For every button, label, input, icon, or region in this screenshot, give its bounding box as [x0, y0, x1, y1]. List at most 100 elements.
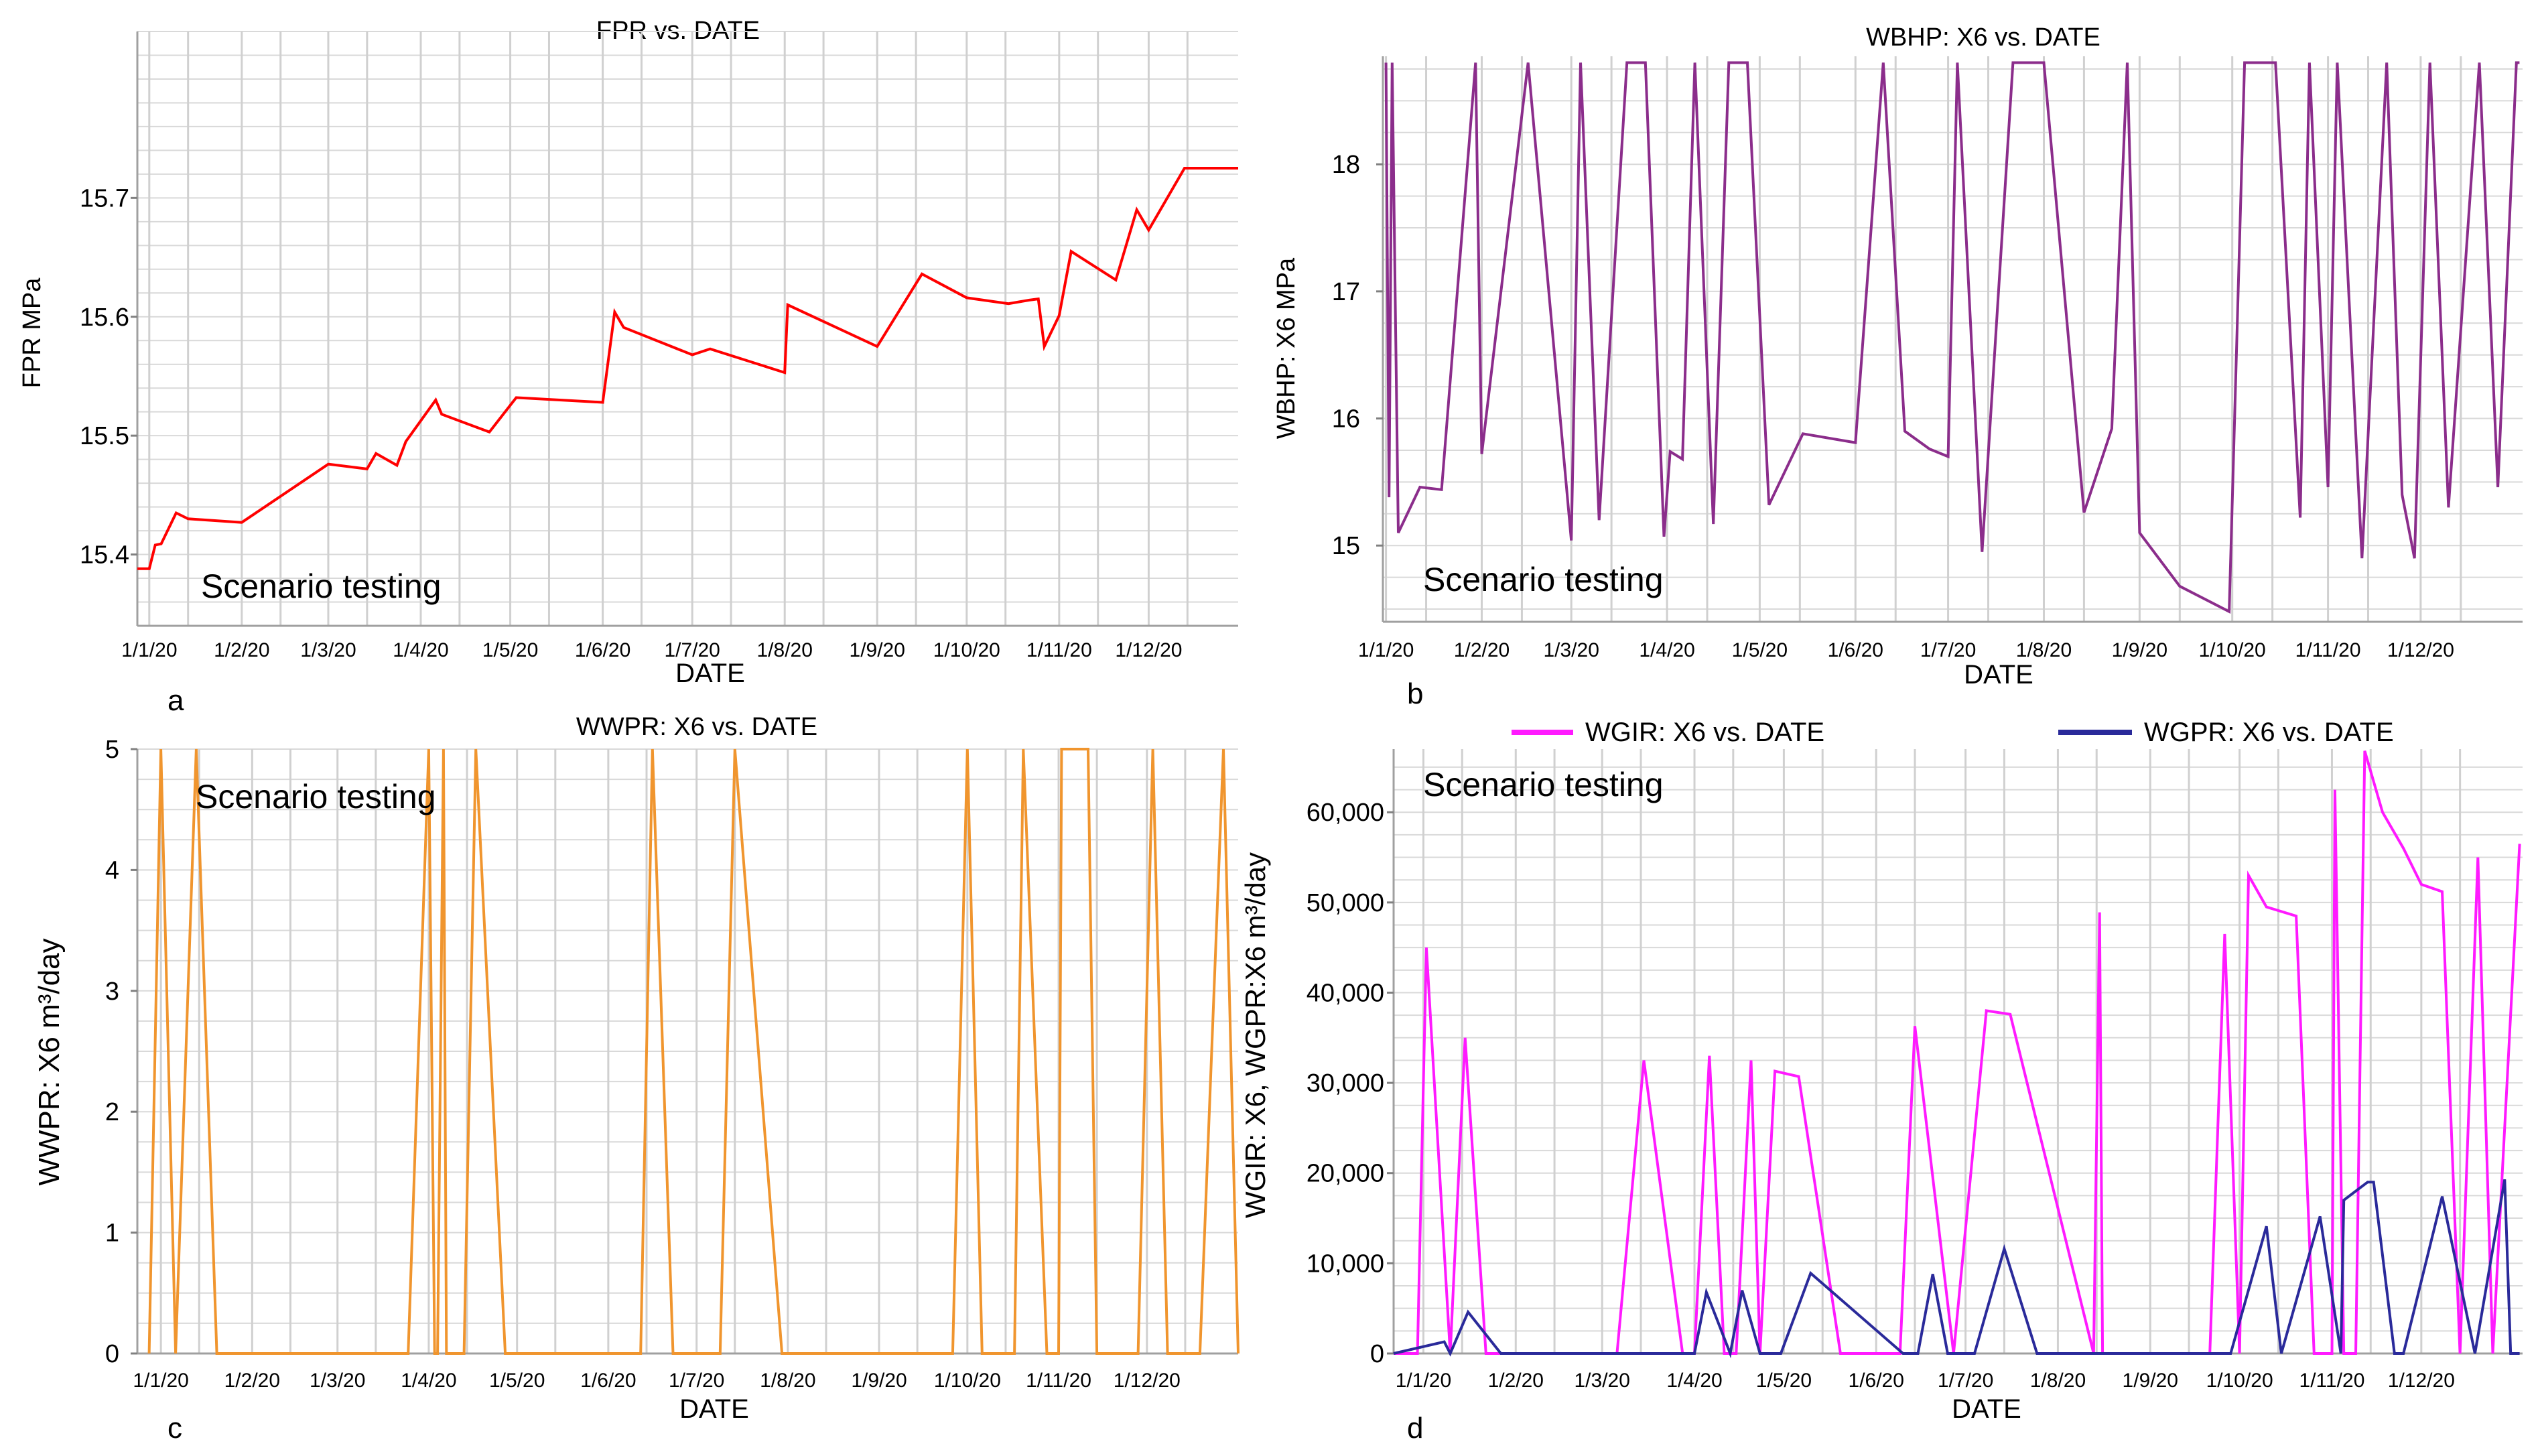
panel-a-y-tick-label: 15.6 [80, 304, 129, 332]
panel-b-annotation: Scenario testing [1423, 561, 1664, 598]
panel-c-y-tick-label: 2 [105, 1098, 119, 1126]
panel-a-plot: 15.4 15.5 15.6 15.7 1/1/20 1/2/20 1/3/20 1/4/20… [80, 31, 1238, 661]
panel-b-y-tick-label: 18 [1332, 151, 1360, 179]
panel-a-x-tick-label: 1/12/20 [1115, 639, 1182, 661]
panel-d-x-tick-label: 1/5/20 [1756, 1370, 1812, 1392]
panel-c-label: c [168, 1412, 182, 1445]
panel-a-y-tick-label: 15.5 [80, 422, 129, 450]
panel-d-y-tick-label: 0 [1370, 1340, 1384, 1368]
panel-a-x-tick-label: 1/10/20 [933, 639, 1000, 661]
panel-a-x-tick-label: 1/6/20 [575, 639, 630, 661]
panel-b-plot: 15 16 17 18 1/1/20 1/2/20 1/3/20 1/4/20 1/5/20 1/… [1332, 56, 2523, 661]
panel-a-x-tick-label: 1/7/20 [664, 639, 720, 661]
panel-c-x-tick-label: 1/2/20 [224, 1370, 280, 1392]
panel-c-x-tick-label: 1/11/20 [1026, 1370, 1091, 1392]
panel-c-x-tick-label: 1/1/20 [133, 1370, 188, 1392]
panel-b-x-tick-label: 1/8/20 [2016, 639, 2072, 661]
panel-c-annotation: Scenario testing [196, 778, 436, 815]
panel-b-x-tick-label: 1/2/20 [1454, 639, 1510, 661]
panel-c-x-tick-label: 1/9/20 [851, 1370, 907, 1392]
panel-a-label: a [168, 684, 184, 717]
panel-a-x-tick-label: 1/2/20 [214, 639, 269, 661]
panel-d-x-tick-label: 1/10/20 [2206, 1370, 2273, 1392]
panel-b-x-tick-label: 1/3/20 [1543, 639, 1599, 661]
panel-c-x-tick-label: 1/8/20 [760, 1370, 815, 1392]
panel-d-y-tick-label: 10,000 [1307, 1250, 1384, 1278]
panel-d-x-tick-label: 1/8/20 [2030, 1370, 2086, 1392]
panel-b-series-line-0 [1384, 61, 2520, 614]
panel-c-x-tick-label: 1/6/20 [580, 1370, 636, 1392]
panel-d-series-line-1 [1393, 1179, 2520, 1359]
panel-d-x-tick-label: 1/1/20 [1396, 1370, 1451, 1392]
panel-c-y-tick-label: 3 [105, 978, 119, 1006]
panel-b-x-tick-label: 1/4/20 [1639, 639, 1694, 661]
panel-d-y-axis-label: WGIR: X6, WGPR:X6 m³/day [1240, 852, 1271, 1218]
panel-a-y-tick-label: 15.4 [80, 541, 129, 570]
panel-b-y-tick-label: 15 [1332, 532, 1360, 560]
panel-b-x-tick-label: 1/6/20 [1828, 639, 1883, 661]
panel-a-series-line-0 [137, 167, 1238, 570]
panel-b-label: b [1407, 677, 1423, 710]
panel-d-legend-wgir-label: WGIR: X6 vs. DATE [1585, 718, 1824, 747]
panel-b-x-tick-label: 1/12/20 [2387, 639, 2454, 661]
panel-a-x-tick-label: 1/8/20 [756, 639, 812, 661]
panel-b-x-axis-label: DATE [1964, 660, 2033, 689]
panel-c: WWPR: X6 vs. DATE 0 1 2 3 4 5 1/1/20 1/2/20 1/3/… [33, 713, 1240, 1445]
panel-c-x-tick-label: 1/4/20 [401, 1370, 456, 1392]
panel-d-x-tick-label: 1/12/20 [2388, 1370, 2455, 1392]
panel-d-y-tick-label: 40,000 [1307, 979, 1384, 1007]
panel-d-x-tick-label: 1/3/20 [1575, 1370, 1630, 1392]
panel-a-annotation: Scenario testing [201, 568, 442, 605]
panel-a-x-tick-label: 1/5/20 [482, 639, 538, 661]
panel-d-label: d [1407, 1412, 1423, 1445]
panel-b: WBHP: X6 vs. DATE 15 16 17 18 1/1/20 1/2/20 1/… [1272, 23, 2523, 710]
panel-d: WGIR: X6 vs. DATE WGPR: X6 vs. DATE 0 10,… [1240, 718, 2523, 1445]
panel-d-y-tick-label: 60,000 [1307, 799, 1384, 827]
panel-d-legend-wgpr-label: WGPR: X6 vs. DATE [2144, 718, 2394, 747]
panel-a-x-tick-label: 1/1/20 [121, 639, 177, 661]
panel-a-y-axis-label: FPR MPa [18, 277, 46, 389]
panel-c-y-tick-label: 4 [105, 856, 119, 884]
panel-a-x-tick-label: 1/4/20 [393, 639, 448, 661]
panel-c-x-tick-label: 1/7/20 [669, 1370, 724, 1392]
panel-b-x-tick-label: 1/1/20 [1358, 639, 1414, 661]
panel-d-x-tick-label: 1/2/20 [1488, 1370, 1544, 1392]
panel-d-x-axis-label: DATE [1952, 1394, 2021, 1424]
panel-a-x-tick-label: 1/11/20 [1026, 639, 1092, 661]
panel-d-x-tick-label: 1/4/20 [1666, 1370, 1722, 1392]
panel-c-series-line-0 [147, 748, 1240, 1355]
panel-d-y-tick-label: 20,000 [1307, 1160, 1384, 1188]
panel-b-y-tick-label: 16 [1332, 405, 1360, 434]
panel-b-x-tick-label: 1/11/20 [2295, 639, 2361, 661]
panel-c-y-tick-label: 0 [105, 1340, 119, 1368]
panel-b-x-tick-label: 1/7/20 [1920, 639, 1976, 661]
panel-c-y-tick-label: 1 [105, 1219, 119, 1248]
panel-a-y-tick-label: 15.7 [80, 184, 129, 212]
panel-c-x-tick-label: 1/3/20 [310, 1370, 365, 1392]
panel-c-y-tick-label: 5 [105, 736, 119, 764]
panel-c-plot: 0 1 2 3 4 5 1/1/20 1/2/20 1/3/20 1/4/20 1/5/20 1/6/… [105, 736, 1240, 1392]
panel-b-title: WBHP: X6 vs. DATE [1866, 23, 2100, 52]
panel-b-y-tick-label: 17 [1332, 278, 1360, 306]
panel-d-x-tick-label: 1/11/20 [2299, 1370, 2365, 1392]
panel-c-title: WWPR: X6 vs. DATE [576, 713, 817, 741]
panel-c-x-tick-label: 1/12/20 [1114, 1370, 1181, 1392]
panel-a-x-tick-label: 1/3/20 [300, 639, 356, 661]
panel-c-x-tick-label: 1/10/20 [934, 1370, 1001, 1392]
panel-a: FPR vs. DATE 15.415.515.615.71/1/20 1/2/2… [18, 17, 1238, 717]
panel-c-x-tick-label: 1/5/20 [489, 1370, 545, 1392]
panel-c-x-axis-label: DATE [679, 1394, 749, 1424]
panel-b-x-tick-label: 1/10/20 [2199, 639, 2266, 661]
panel-a-x-tick-label: 1/9/20 [850, 639, 905, 661]
panel-d-y-tick-label: 50,000 [1307, 889, 1384, 917]
panel-b-y-axis-label: WBHP: X6 MPa [1272, 257, 1300, 439]
panel-b-x-tick-label: 1/5/20 [1732, 639, 1788, 661]
panel-d-x-tick-label: 1/6/20 [1849, 1370, 1904, 1392]
panel-d-x-tick-label: 1/9/20 [2123, 1370, 2178, 1392]
panel-a-x-axis-label: DATE [675, 659, 745, 688]
panel-d-y-tick-label: 30,000 [1307, 1069, 1384, 1098]
panel-c-y-axis-label: WWPR: X6 m³/day [33, 938, 66, 1185]
panel-d-plot: 0 10,000 20,000 30,000 40,000 50,000 60,000 1/1… [1307, 749, 2523, 1392]
